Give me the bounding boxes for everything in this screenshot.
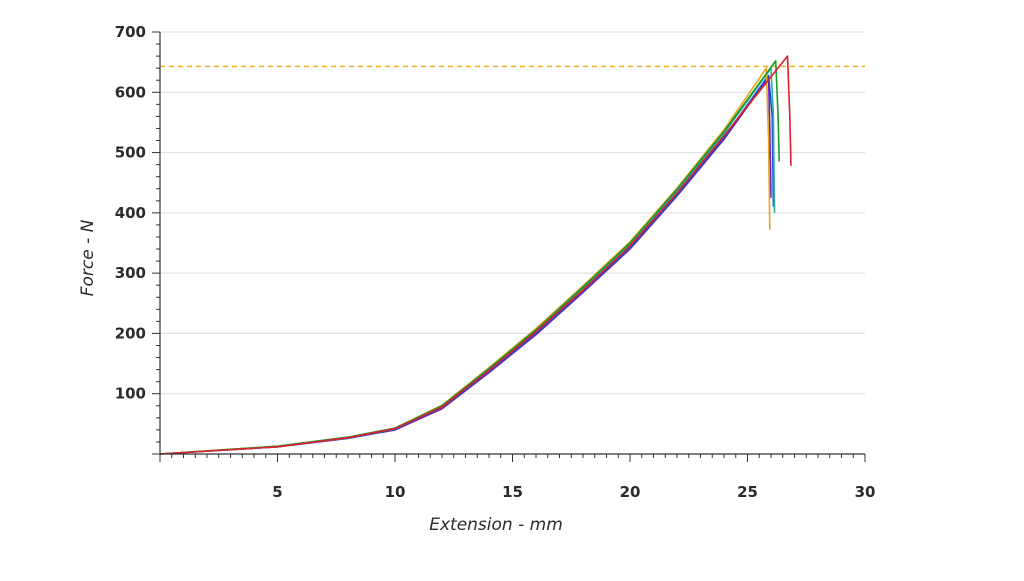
series-line-4 bbox=[159, 67, 771, 455]
x-tick-label: 25 bbox=[737, 483, 758, 501]
y-tick-label: 500 bbox=[115, 144, 146, 162]
x-tick-label: 5 bbox=[272, 483, 282, 501]
tick-labels: 100 200 300 400 500 600 700 5 10 15 20 25 30 bbox=[115, 23, 876, 501]
data-series bbox=[159, 55, 792, 455]
series-line-5 bbox=[159, 60, 780, 455]
y-tick-label: 700 bbox=[115, 23, 146, 41]
x-axis-title: Extension - mm bbox=[429, 515, 563, 535]
x-tick-label: 15 bbox=[502, 483, 523, 501]
y-axis-title: Force - N bbox=[78, 219, 98, 296]
x-tick-label: 20 bbox=[620, 483, 641, 501]
gridlines bbox=[160, 31, 865, 395]
series-line-1 bbox=[159, 76, 772, 455]
series-line-2 bbox=[159, 74, 775, 455]
y-tick-label: 600 bbox=[115, 83, 146, 101]
y-tick-label: 200 bbox=[115, 324, 146, 342]
x-tick-label: 30 bbox=[855, 483, 876, 501]
axes bbox=[152, 31, 866, 462]
x-tick-label: 10 bbox=[385, 483, 406, 501]
y-tick-label: 400 bbox=[115, 204, 146, 222]
y-tick-label: 100 bbox=[115, 385, 146, 403]
series-line-6 bbox=[159, 55, 792, 455]
y-tick-label: 300 bbox=[115, 264, 146, 282]
series-line-3 bbox=[159, 67, 776, 455]
